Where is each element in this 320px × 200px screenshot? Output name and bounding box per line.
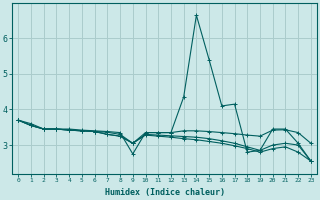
- X-axis label: Humidex (Indice chaleur): Humidex (Indice chaleur): [105, 188, 225, 197]
